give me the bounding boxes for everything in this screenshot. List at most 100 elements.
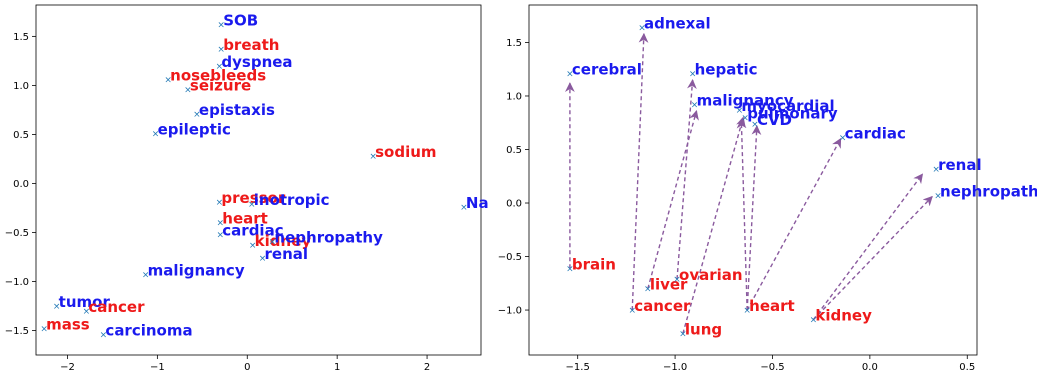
point-marker: × bbox=[152, 129, 160, 139]
y-tick-label: 0.0 bbox=[13, 179, 29, 190]
x-tick-label: −2 bbox=[60, 362, 75, 373]
point-marker: × bbox=[53, 302, 61, 312]
shift-arrow bbox=[647, 110, 699, 289]
shift-arrow bbox=[812, 173, 924, 321]
point-marker: × bbox=[691, 101, 699, 111]
point-label: cerebral bbox=[572, 61, 642, 79]
point-label: nosebleeds bbox=[170, 67, 266, 85]
point-marker: × bbox=[217, 230, 225, 240]
y-tick-label: 0.5 bbox=[506, 145, 522, 156]
point-label: kidney bbox=[815, 307, 872, 325]
point-marker: × bbox=[217, 219, 225, 229]
point-marker: × bbox=[249, 241, 257, 251]
point-label: malignancy bbox=[697, 92, 794, 110]
left-scatter-panel: −2 −1 0 1 21.51.00.50.0−0.5−1.0−1.5×SOB×brea… bbox=[5, 4, 489, 373]
y-tick-label: −1.5 bbox=[5, 326, 29, 337]
point-marker: × bbox=[460, 203, 468, 213]
shift-arrow bbox=[736, 118, 748, 311]
point-marker: × bbox=[566, 70, 574, 80]
y-tick-label: 1.0 bbox=[506, 91, 522, 102]
point-label: epileptic bbox=[158, 120, 231, 138]
right-scatter-panel: −1.5 −1.0 −0.5 0.0 0.51.51.00.50.0−0.5−1.0×a… bbox=[498, 4, 1037, 373]
point-label: nephropathy bbox=[940, 183, 1037, 201]
shift-arrow bbox=[682, 116, 746, 334]
point-label: kidney bbox=[255, 232, 312, 250]
point-marker: × bbox=[839, 134, 847, 144]
point-marker: × bbox=[369, 152, 377, 162]
x-tick-label: −1.5 bbox=[566, 362, 590, 373]
point-marker: × bbox=[269, 237, 277, 247]
point-label: heart bbox=[749, 297, 795, 315]
y-tick-label: −0.5 bbox=[5, 228, 29, 239]
point-marker: × bbox=[810, 316, 818, 326]
point-marker: × bbox=[689, 70, 697, 80]
point-label: inotropic bbox=[254, 191, 330, 209]
point-marker: × bbox=[736, 106, 744, 116]
point-label: malignancy bbox=[148, 262, 245, 280]
shift-arrow bbox=[676, 78, 697, 280]
point-marker: × bbox=[217, 45, 225, 55]
point-marker: × bbox=[741, 113, 749, 123]
point-label: adnexal bbox=[644, 14, 711, 32]
point-label: nephropathy bbox=[274, 228, 383, 246]
point-label: breath bbox=[223, 36, 279, 54]
x-tick-label: 0 bbox=[244, 362, 250, 373]
point-marker: × bbox=[193, 110, 201, 120]
x-tick-label: −1 bbox=[150, 362, 165, 373]
point-marker: × bbox=[184, 85, 192, 95]
point-label: CVD bbox=[757, 111, 792, 129]
x-tick-label: −1.0 bbox=[663, 362, 687, 373]
point-marker: × bbox=[100, 330, 108, 340]
point-label: myocardial bbox=[741, 97, 834, 115]
point-marker: × bbox=[216, 198, 224, 208]
point-label: cancer bbox=[88, 298, 145, 316]
point-marker: × bbox=[934, 192, 942, 202]
point-label: dyspnea bbox=[221, 53, 292, 71]
point-label: heart bbox=[222, 210, 268, 228]
point-marker: × bbox=[673, 275, 681, 285]
y-tick-label: 1.5 bbox=[13, 32, 29, 43]
x-tick-label: 1 bbox=[334, 362, 340, 373]
x-tick-label: −0.5 bbox=[760, 362, 784, 373]
point-label: pressor bbox=[221, 189, 285, 207]
point-marker: × bbox=[217, 21, 225, 31]
y-tick-label: 1.5 bbox=[506, 38, 522, 49]
point-marker: × bbox=[248, 200, 256, 210]
y-tick-label: −0.5 bbox=[498, 252, 522, 263]
point-label: liver bbox=[650, 276, 688, 294]
shift-arrow bbox=[746, 137, 842, 311]
x-tick-label: 0.0 bbox=[862, 362, 878, 373]
point-label: Na bbox=[466, 194, 489, 212]
y-tick-label: 1.0 bbox=[13, 81, 29, 92]
point-marker: × bbox=[628, 306, 636, 316]
y-tick-label: −1.0 bbox=[5, 277, 29, 288]
shift-arrow bbox=[812, 195, 933, 321]
point-marker: × bbox=[566, 264, 574, 274]
point-label: cardiac bbox=[222, 221, 283, 239]
point-marker: × bbox=[40, 325, 48, 335]
point-label: mass bbox=[46, 316, 90, 334]
point-marker: × bbox=[83, 307, 91, 317]
point-marker: × bbox=[743, 306, 751, 316]
point-label: epistaxis bbox=[199, 101, 275, 119]
point-marker: × bbox=[216, 62, 224, 72]
y-tick-label: 0.5 bbox=[13, 130, 29, 141]
x-tick-label: 0.5 bbox=[959, 362, 975, 373]
point-marker: × bbox=[164, 76, 172, 86]
point-label: renal bbox=[265, 245, 309, 263]
point-label: lung bbox=[685, 321, 722, 339]
point-marker: × bbox=[679, 330, 687, 340]
point-label: pulmonary bbox=[747, 104, 838, 122]
point-label: SOB bbox=[223, 12, 258, 30]
point-label: carcinoma bbox=[105, 321, 192, 339]
point-marker: × bbox=[932, 165, 940, 175]
point-label: seizure bbox=[190, 76, 251, 94]
point-label: hepatic bbox=[695, 61, 758, 79]
x-tick-label: 2 bbox=[424, 362, 430, 373]
point-label: sodium bbox=[375, 143, 436, 161]
y-tick-label: −1.0 bbox=[498, 306, 522, 317]
point-marker: × bbox=[644, 285, 652, 295]
axes-frame bbox=[35, 4, 482, 356]
axes-frame bbox=[528, 4, 978, 356]
point-marker: × bbox=[259, 254, 267, 264]
